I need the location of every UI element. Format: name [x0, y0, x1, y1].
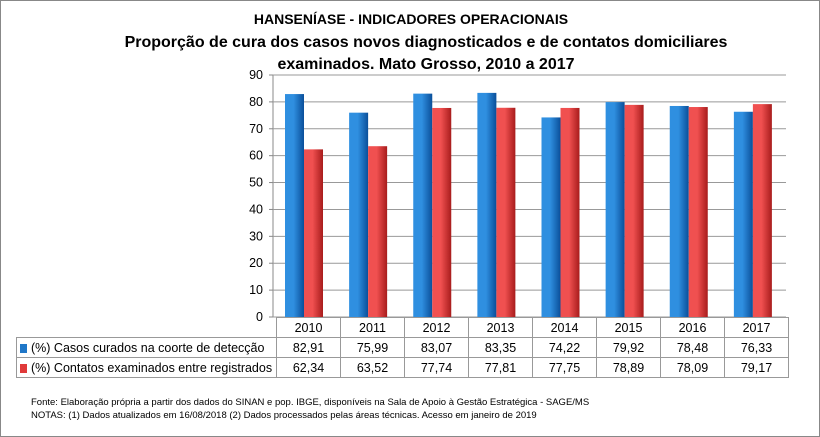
- bar-curados-2010: [285, 94, 304, 317]
- bar-contatos-2017: [752, 104, 772, 317]
- series-1-label: (%) Casos curados na coorte de detecção: [31, 340, 265, 355]
- y-tick-label: 80: [249, 95, 263, 109]
- bar-curados-2011: [349, 112, 369, 318]
- data-table: 2010 2011 2012 2013 2014 2015 2016 2017 (%) Cas…: [16, 317, 789, 378]
- bar-contatos-2012: [432, 107, 452, 317]
- chart-title: HANSENÍASE - INDICADORES OPERACIONAIS: [253, 11, 569, 27]
- data-label: 79,92: [596, 337, 661, 358]
- y-tick-label: 10: [249, 283, 263, 297]
- y-tick-label: 50: [249, 176, 263, 190]
- data-label: 76,33: [724, 337, 789, 358]
- bar-contatos-2016: [688, 107, 708, 318]
- bar-contatos-2013: [496, 107, 516, 317]
- blue-swatch-icon: [20, 343, 27, 353]
- x-tick-label: 2012: [404, 317, 469, 338]
- y-tick-label: 40: [249, 202, 263, 216]
- data-label: 79,17: [724, 357, 789, 378]
- bar-curados-2013: [477, 92, 497, 318]
- data-label: 74,22: [532, 337, 597, 358]
- y-tick-label: 60: [249, 149, 263, 163]
- x-tick-label: 2016: [660, 317, 725, 338]
- bar-contatos-2014: [560, 107, 580, 317]
- legend-series-1: (%) Casos curados na coorte de detecção: [16, 337, 277, 358]
- notes: NOTAS: (1) Dados atualizados em 16/08/20…: [31, 410, 537, 421]
- bar-curados-2017: [733, 111, 753, 317]
- bar-curados-2016: [669, 105, 689, 317]
- data-label: 75,99: [340, 337, 405, 358]
- series-2-label: (%) Contatos examinados entre registrado…: [31, 360, 273, 375]
- table-corner: [16, 317, 277, 338]
- y-tick-label: 90: [249, 68, 263, 82]
- source-note: Fonte: Elaboração própria a partir dos d…: [31, 397, 590, 408]
- chart-subtitle: Proporção de cura dos casos novos diagno…: [124, 34, 728, 73]
- y-tick-label: 20: [249, 256, 263, 270]
- data-label: 82,91: [276, 337, 341, 358]
- data-label: 83,35: [468, 337, 533, 358]
- bar-curados-2012: [413, 93, 433, 317]
- data-label: 63,52: [340, 357, 405, 378]
- bar-curados-2014: [541, 117, 561, 317]
- bar-curados-2015: [605, 102, 625, 317]
- bar-contatos-2010: [304, 149, 323, 317]
- data-label: 78,89: [596, 357, 661, 378]
- x-tick-label: 2010: [276, 317, 341, 338]
- x-tick-label: 2015: [596, 317, 661, 338]
- data-label: 77,75: [532, 357, 597, 378]
- data-label: 77,74: [404, 357, 469, 378]
- x-tick-label: 2013: [468, 317, 533, 338]
- legend-series-2: (%) Contatos examinados entre registrado…: [16, 357, 277, 378]
- bar-contatos-2011: [368, 146, 388, 317]
- red-swatch-icon: [20, 363, 27, 373]
- bar-contatos-2015: [624, 104, 644, 317]
- y-tick-label: 0: [256, 310, 263, 324]
- y-tick-label: 70: [249, 122, 263, 136]
- data-label: 77,81: [468, 357, 533, 378]
- data-label: 78,48: [660, 337, 725, 358]
- data-label: 83,07: [404, 337, 469, 358]
- x-tick-label: 2014: [532, 317, 597, 338]
- data-label: 78,09: [660, 357, 725, 378]
- y-tick-label: 30: [249, 229, 263, 243]
- x-tick-label: 2017: [724, 317, 789, 338]
- x-tick-label: 2011: [340, 317, 405, 338]
- data-label: 62,34: [276, 357, 341, 378]
